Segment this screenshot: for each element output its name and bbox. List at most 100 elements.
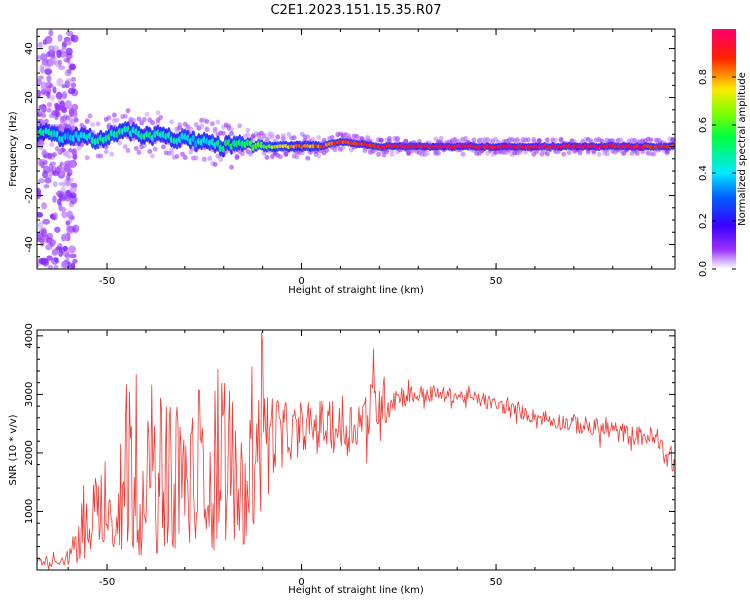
- ridge-halo: [310, 136, 316, 142]
- noise-speckle: [44, 177, 52, 184]
- ridge-halo: [76, 145, 82, 151]
- ridge-halo: [359, 137, 365, 143]
- y-tick-label: -40: [24, 236, 35, 252]
- spectrogram-frame: [36, 28, 676, 270]
- noise-speckle: [41, 228, 48, 238]
- ridge-halo: [425, 150, 430, 156]
- ridge-halo: [147, 149, 153, 155]
- ridge-halo: [305, 134, 311, 140]
- ridge-halo: [106, 122, 112, 128]
- ridge-halo: [436, 150, 441, 156]
- noise-speckle: [46, 255, 53, 261]
- ridge-halo: [210, 121, 215, 127]
- ridge-halo: [212, 161, 218, 167]
- ridge-halo: [237, 123, 243, 129]
- ridge-halo: [438, 135, 444, 141]
- colorbar-tick-label: 0.8: [698, 69, 709, 85]
- noise-speckle: [64, 99, 72, 109]
- ridge-halo: [180, 151, 185, 157]
- snr-ylabel: SNR (10 * v/v): [8, 414, 19, 485]
- ridge-halo: [229, 130, 234, 136]
- ridge-halo: [103, 149, 109, 155]
- noise-speckle: [66, 225, 73, 235]
- ridge-halo: [566, 150, 572, 156]
- noise-speckle: [44, 63, 51, 70]
- noise-speckle: [69, 253, 77, 259]
- ridge-halo: [604, 151, 610, 157]
- ridge-halo: [103, 144, 109, 150]
- ridge-halo: [332, 147, 338, 153]
- ridge-halo: [46, 107, 52, 113]
- ridge-halo: [71, 149, 76, 155]
- ridge-halo: [141, 143, 147, 149]
- noise-speckle: [37, 262, 40, 268]
- noise-speckle: [55, 91, 63, 100]
- noise-speckle: [54, 226, 61, 233]
- ridge-halo: [294, 154, 300, 160]
- ridge-halo: [90, 121, 96, 127]
- ridge-halo: [324, 147, 330, 153]
- ridge-halo: [193, 122, 199, 128]
- noise-speckle: [37, 55, 44, 60]
- ridge-halo: [98, 153, 104, 159]
- spectrogram-heatmap: [37, 29, 675, 269]
- ridge-halo: [248, 151, 253, 157]
- ridge-halo: [131, 117, 136, 123]
- ridge-halo: [387, 136, 392, 142]
- figure-title: C2E1.2023.151.15.35.R07: [270, 3, 441, 18]
- ridge-halo: [577, 150, 583, 156]
- ridge-halo: [177, 122, 183, 128]
- noise-speckle: [44, 154, 53, 160]
- ridge-halo: [136, 116, 142, 122]
- colorbar-tick-label: 0.4: [698, 165, 709, 181]
- spectrogram-ticks: -50 0 50 -40 -20 0 20 40: [24, 29, 675, 287]
- ridge-halo: [144, 111, 150, 117]
- ridge-halo: [60, 124, 66, 130]
- ridge-halo: [125, 148, 131, 154]
- ridge-halo: [155, 121, 161, 127]
- noise-speckle: [60, 207, 66, 213]
- ridge-halo: [68, 118, 74, 124]
- noise-speckle: [50, 257, 59, 265]
- ridge-halo: [536, 138, 542, 144]
- x-tick-label: -50: [99, 276, 115, 287]
- ridge-halo: [188, 149, 194, 155]
- colorbar-tick-label: 0.6: [698, 117, 709, 133]
- ridge-halo: [523, 149, 529, 155]
- ridge-halo: [291, 135, 297, 141]
- noise-speckle: [41, 202, 47, 210]
- ridge-halo: [664, 150, 670, 156]
- noise-speckle: [69, 108, 75, 118]
- noise-speckle: [37, 75, 41, 84]
- ridge-halo: [87, 113, 93, 119]
- noise-speckle: [52, 86, 57, 94]
- ridge-halo: [112, 112, 117, 118]
- ridge-halo: [174, 154, 180, 160]
- noise-speckle: [72, 224, 80, 233]
- noise-speckle: [64, 69, 72, 77]
- ridge-halo: [139, 120, 145, 126]
- ridge-halo: [463, 135, 469, 141]
- y-tick-label: 4000: [24, 323, 35, 348]
- ridge-halo: [84, 155, 90, 161]
- noise-speckle: [40, 81, 47, 91]
- ridge-halo: [596, 151, 602, 157]
- ridge-halo: [558, 136, 564, 142]
- ridge-halo: [316, 153, 322, 159]
- ridge-halo: [169, 150, 175, 156]
- ridge-halo: [133, 145, 139, 151]
- spectrogram-panel: -50 0 50 -40 -20 0 20 40 Height of straight lin…: [8, 28, 676, 296]
- ridge-halo: [54, 111, 60, 117]
- noise-speckle: [46, 91, 51, 99]
- ridge-halo: [389, 151, 395, 157]
- noise-speckle: [52, 181, 58, 188]
- ridge-halo: [618, 137, 624, 143]
- ridge-halo: [52, 152, 57, 158]
- y-tick-label: 1000: [24, 499, 35, 524]
- noise-speckle: [68, 217, 73, 224]
- ridge-halo: [204, 126, 210, 132]
- ridge-halo: [588, 138, 594, 144]
- noise-speckle: [38, 221, 44, 230]
- colorbar-tick-label: 0.2: [698, 213, 709, 229]
- noise-speckle: [60, 106, 67, 112]
